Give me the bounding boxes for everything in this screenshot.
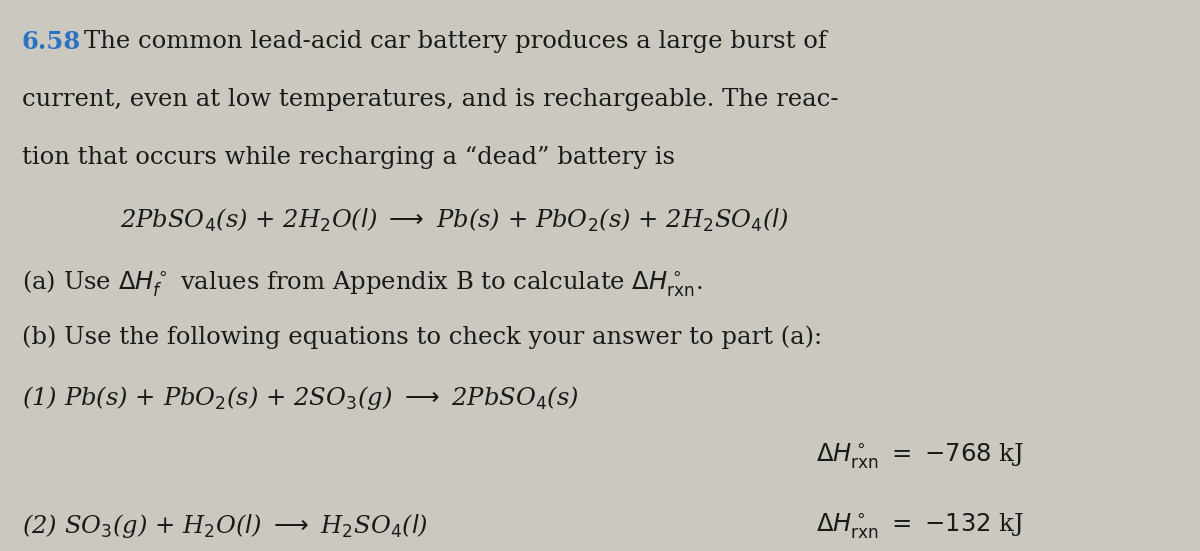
Text: The common lead-acid car battery produces a large burst of: The common lead-acid car battery produce…	[84, 30, 827, 53]
Text: current, even at low temperatures, and is rechargeable. The reac-: current, even at low temperatures, and i…	[22, 88, 839, 111]
Text: $\Delta H^\circ_{\mathrm{rxn}}$ $=$ $-768$ kJ: $\Delta H^\circ_{\mathrm{rxn}}$ $=$ $-76…	[816, 442, 1024, 472]
Text: $\Delta H^\circ_{\mathrm{rxn}}$ $=$ $-132$ kJ: $\Delta H^\circ_{\mathrm{rxn}}$ $=$ $-13…	[816, 512, 1024, 541]
Text: (b) Use the following equations to check your answer to part (a):: (b) Use the following equations to check…	[22, 325, 822, 349]
Text: (a) Use $\Delta H^\circ_f$ values from Appendix B to calculate $\Delta H^\circ_{: (a) Use $\Delta H^\circ_f$ values from A…	[22, 267, 702, 298]
Text: 6.58: 6.58	[22, 30, 80, 55]
Text: 2PbSO$_4$(s) + 2H$_2$O($l$) $\longrightarrow$ Pb(s) + PbO$_2$(s) + 2H$_2$SO$_4$(: 2PbSO$_4$(s) + 2H$_2$O($l$) $\longrighta…	[120, 207, 788, 234]
Text: (1) Pb(s) + PbO$_2$(s) + 2SO$_3$(g) $\longrightarrow$ 2PbSO$_4$(s): (1) Pb(s) + PbO$_2$(s) + 2SO$_3$(g) $\lo…	[22, 385, 578, 412]
Text: tion that occurs while recharging a “dead” battery is: tion that occurs while recharging a “dea…	[22, 146, 674, 169]
Text: (2) SO$_3$(g) + H$_2$O($l$) $\longrightarrow$ H$_2$SO$_4$($l$): (2) SO$_3$(g) + H$_2$O($l$) $\longrighta…	[22, 512, 428, 539]
